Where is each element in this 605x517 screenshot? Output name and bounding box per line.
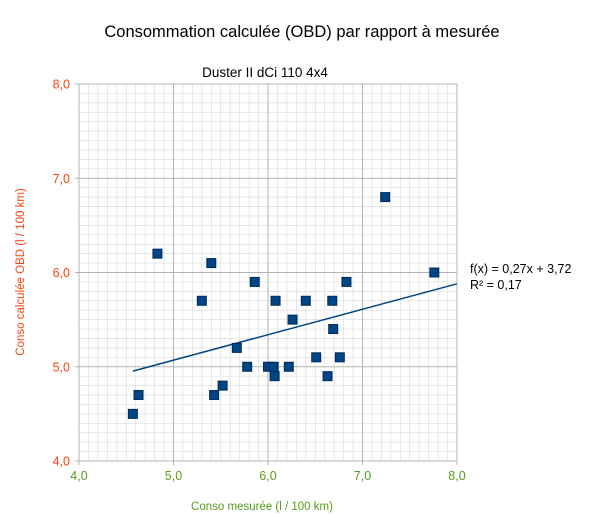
data-point — [429, 267, 440, 278]
chart-title: Consommation calculée (OBD) par rapport … — [104, 23, 499, 41]
data-point — [287, 314, 298, 325]
data-point — [311, 352, 322, 363]
y-tick-label: 8,0 — [53, 78, 70, 92]
data-point — [249, 276, 260, 287]
data-point — [380, 192, 391, 203]
chart-subtitle: Duster II dCi 110 4x4 — [202, 65, 328, 80]
trendline-equation: f(x) = 0,27x + 3,72 — [470, 262, 571, 276]
data-point — [300, 295, 311, 306]
data-point — [127, 408, 138, 419]
x-tick-label: 8,0 — [448, 469, 465, 483]
x-tick-label: 6,0 — [259, 469, 276, 483]
data-point — [269, 371, 280, 382]
data-point — [268, 361, 279, 372]
y-axis-label: Conso calculée OBD (l / 100 km) — [15, 188, 27, 356]
data-point — [133, 390, 144, 401]
data-point — [152, 248, 163, 259]
data-point — [322, 371, 333, 382]
y-tick-label: 5,0 — [53, 360, 70, 374]
plot-grid — [79, 84, 457, 461]
x-axis-label: Conso mesurée (l / 100 km) — [191, 501, 333, 513]
trendline-r-squared: R² = 0,17 — [470, 278, 522, 292]
y-tick-label: 7,0 — [53, 172, 70, 186]
y-tick-label: 4,0 — [53, 455, 70, 469]
data-point — [209, 390, 220, 401]
data-point — [341, 276, 352, 287]
trendline-group — [132, 283, 458, 372]
data-point — [196, 295, 207, 306]
x-tick-label: 5,0 — [165, 469, 182, 483]
data-point — [327, 295, 338, 306]
x-tick-label: 7,0 — [354, 469, 371, 483]
axis-ticks: 4,0 5,0 6,0 7,0 8,0 4,0 5,0 6,0 7,0 8,0 — [53, 78, 466, 484]
data-point — [217, 380, 228, 391]
data-point — [242, 361, 253, 372]
data-point — [270, 295, 281, 306]
data-point — [206, 258, 217, 269]
data-point — [231, 342, 242, 353]
x-tick-label: 4,0 — [70, 469, 87, 483]
data-point — [328, 324, 339, 335]
data-point — [334, 352, 345, 363]
data-points — [127, 192, 440, 419]
y-tick-label: 6,0 — [53, 266, 70, 280]
trendline — [132, 283, 458, 372]
data-point — [283, 361, 294, 372]
